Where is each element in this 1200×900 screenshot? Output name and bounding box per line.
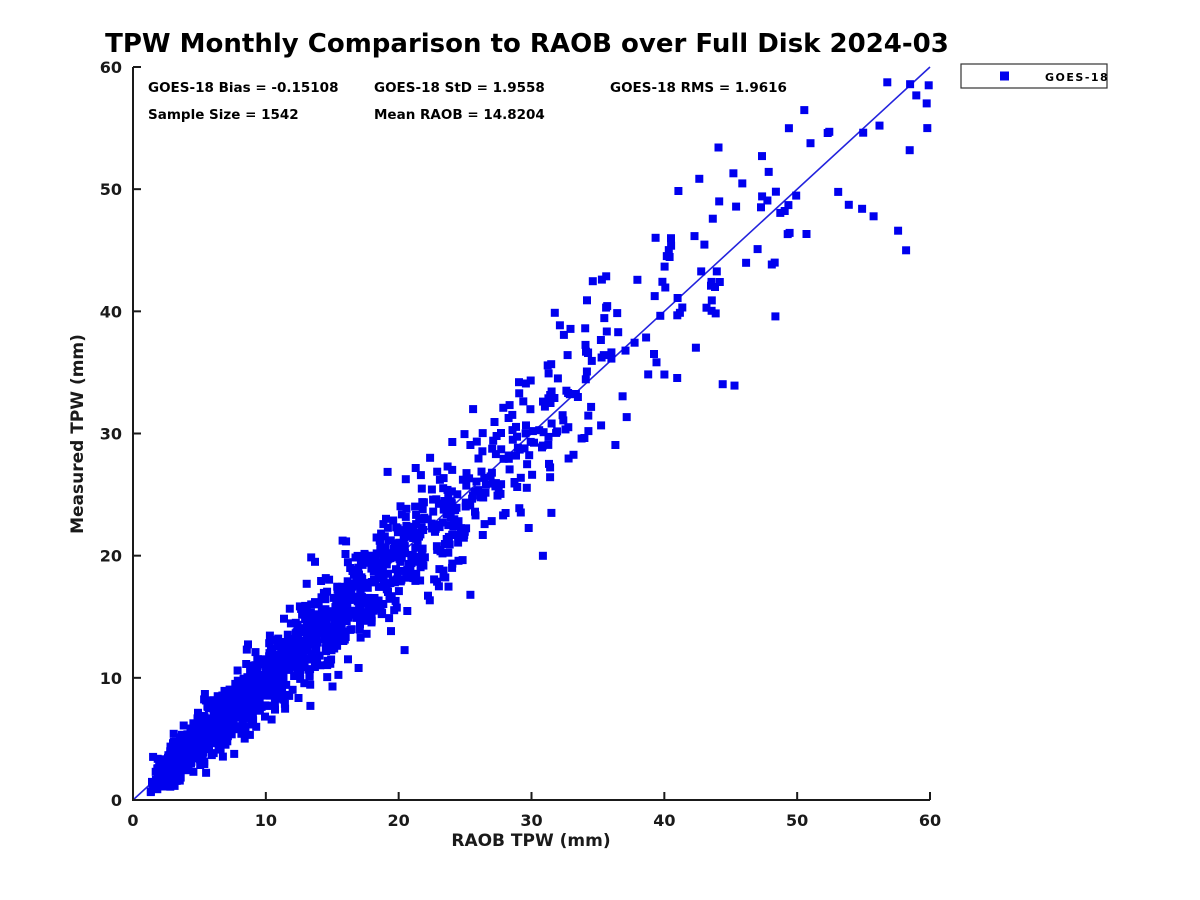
svg-text:50: 50 [786,811,808,830]
stat-bias: GOES-18 Bias = -0.15108 [148,80,338,96]
svg-text:50: 50 [100,180,122,199]
svg-text:10: 10 [255,811,277,830]
svg-text:40: 40 [100,302,122,321]
svg-text:10: 10 [100,669,122,688]
y-axis-label: Measured TPW (mm) [68,334,88,534]
svg-text:30: 30 [520,811,542,830]
legend: GOES-18 [960,63,1109,89]
svg-text:40: 40 [653,811,675,830]
svg-text:20: 20 [388,811,410,830]
chart-title: TPW Monthly Comparison to RAOB over Full… [105,29,949,59]
legend-series-label: GOES-18 [1045,71,1109,84]
stat-mean-raob: Mean RAOB = 14.8204 [374,107,545,123]
svg-text:60: 60 [919,811,941,830]
axis-ticks-and-labels: 0 10 20 30 40 50 60 0 10 20 30 40 50 60 [100,58,941,830]
x-axis-label: RAOB TPW (mm) [451,831,610,851]
svg-text:30: 30 [100,425,122,444]
svg-text:0: 0 [111,791,122,810]
scatter-points [146,78,933,797]
svg-text:20: 20 [100,547,122,566]
svg-text:60: 60 [100,58,122,77]
legend-box [960,63,1108,89]
stat-sample-size: Sample Size = 1542 [148,107,299,123]
legend-series-marker-icon [1000,71,1009,81]
svg-text:0: 0 [127,811,138,830]
stat-std: GOES-18 StD = 1.9558 [374,80,545,96]
stat-rms: GOES-18 RMS = 1.9616 [610,80,787,96]
